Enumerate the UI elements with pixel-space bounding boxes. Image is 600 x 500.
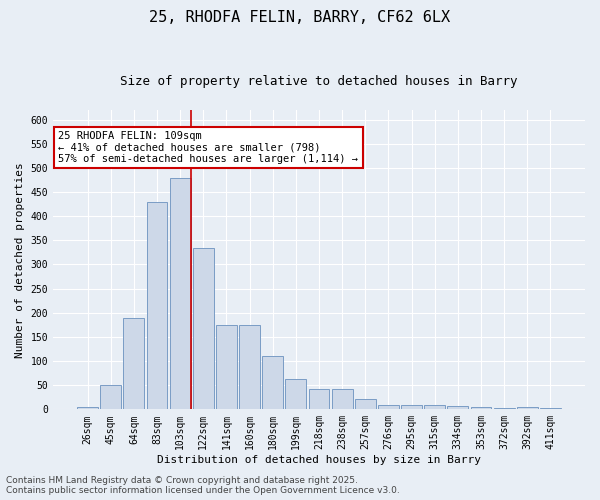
Bar [124,318,145,410]
Bar [77,408,98,410]
Bar [332,389,353,409]
Bar [239,325,260,409]
Text: 25 RHODFA FELIN: 109sqm
← 41% of detached houses are smaller (798)
57% of semi-d: 25 RHODFA FELIN: 109sqm ← 41% of detache… [58,131,358,164]
Bar [146,202,167,410]
Bar [262,356,283,410]
Bar [170,178,191,410]
Bar [378,404,399,409]
Bar [470,408,491,410]
Bar [308,389,329,409]
Bar [286,380,306,410]
Text: 25, RHODFA FELIN, BARRY, CF62 6LX: 25, RHODFA FELIN, BARRY, CF62 6LX [149,10,451,25]
Text: Contains HM Land Registry data © Crown copyright and database right 2025.
Contai: Contains HM Land Registry data © Crown c… [6,476,400,495]
Bar [424,406,445,409]
Bar [401,404,422,409]
Bar [494,408,515,410]
Bar [216,325,237,409]
Y-axis label: Number of detached properties: Number of detached properties [15,162,25,358]
Bar [193,248,214,410]
Bar [100,385,121,409]
Title: Size of property relative to detached houses in Barry: Size of property relative to detached ho… [120,75,518,88]
Bar [540,408,561,410]
Bar [448,406,468,409]
Bar [355,399,376,409]
X-axis label: Distribution of detached houses by size in Barry: Distribution of detached houses by size … [157,455,481,465]
Bar [517,408,538,410]
